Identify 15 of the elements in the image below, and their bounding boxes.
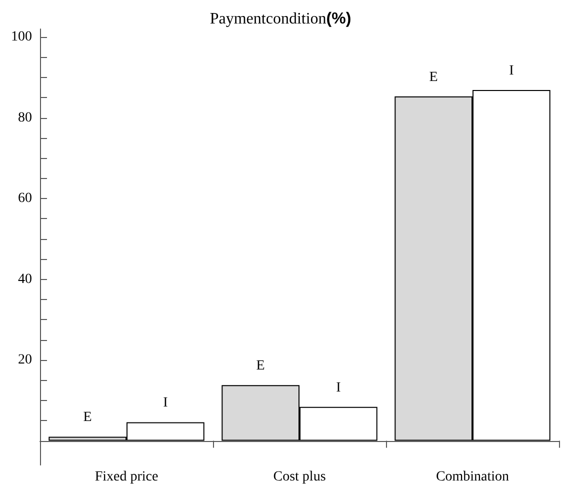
x-tick-label: Combination [436, 470, 510, 484]
chart-title: Paymentcondition(%) [210, 10, 352, 28]
x-tick-label: Fixed price [94, 470, 158, 484]
text: E [256, 358, 265, 374]
text: E [429, 70, 438, 85]
series-label: I [163, 396, 168, 411]
y-tick-label: 40 [18, 272, 32, 287]
y-tick-label: 60 [18, 191, 32, 206]
series-label: E [83, 410, 92, 426]
text: I [336, 380, 341, 396]
x-tick-label: Cost plus [273, 470, 326, 484]
y-tick-label: 80 [18, 110, 32, 126]
text: I [509, 63, 514, 78]
y-tick-label: 100 [11, 30, 32, 45]
y-tick-label: 20 [18, 352, 32, 368]
